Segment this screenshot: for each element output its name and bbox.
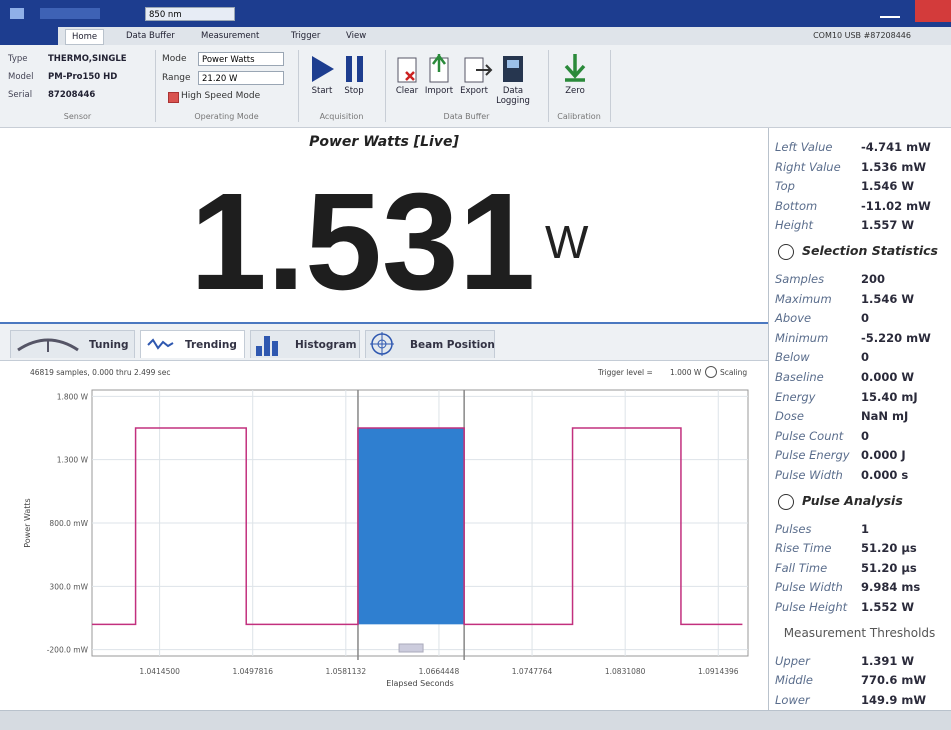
stat-value: 0 — [861, 429, 869, 443]
stat-label: Upper — [775, 654, 810, 668]
stat-label: Samples — [775, 272, 824, 286]
stat-label: Bottom — [775, 199, 817, 213]
x-axis-label: Elapsed Seconds — [386, 679, 454, 688]
header: Pulse Analysis — [802, 493, 903, 508]
trigger-value: 1.000 W — [670, 368, 701, 377]
stat-label: Maximum — [775, 292, 832, 306]
y-axis-label: Power Watts — [23, 498, 32, 547]
device-label: COM10 USB #87208446 — [813, 31, 911, 40]
stat-value: 1.557 W — [861, 218, 914, 232]
stat-label: Rise Time — [775, 541, 831, 555]
stat-label: Pulse Width — [775, 580, 843, 594]
scaling-label: Scaling — [720, 368, 747, 377]
stat-value: 1.546 W — [861, 179, 914, 193]
y-tick-label: -200.0 mW — [47, 646, 89, 655]
header: Measurement Thresholds — [768, 626, 951, 640]
stat-value: 51.20 µs — [861, 561, 917, 575]
app-window: 850 nm COM10 USB #87208446 Sensor Mode P… — [0, 0, 951, 730]
x-tick-label: 1.0831080 — [605, 667, 646, 676]
stat-label: Middle — [775, 673, 813, 687]
stat-label: Pulse Width — [775, 468, 843, 482]
y-tick-label: 800.0 mW — [49, 519, 88, 528]
header: Selection Statistics — [802, 243, 938, 258]
stat-value: 1.552 W — [861, 600, 914, 614]
stat-value: NaN mJ — [861, 409, 908, 423]
stat-value: 9.984 ms — [861, 580, 920, 594]
stat-value: 770.6 mW — [861, 673, 926, 687]
stat-label: Dose — [775, 409, 804, 423]
stat-label: Lower — [775, 693, 810, 707]
trend-chart: 1.800 W 1.300 W 800.0 mW 300.0 mW -200.0 mW 1… — [0, 380, 768, 710]
selection — [358, 428, 464, 624]
stat-value: -5.220 mW — [861, 331, 931, 345]
stat-value: 0.000 J — [861, 448, 906, 462]
stat-label: Pulse Count — [775, 429, 843, 443]
cursor-handle — [399, 644, 423, 652]
ribbon-button[interactable]: Zero — [555, 86, 595, 96]
y-tick-label: 1.300 W — [57, 456, 89, 465]
stat-label: Height — [775, 218, 813, 232]
collapse-button[interactable] — [778, 494, 794, 510]
stat-value: -11.02 mW — [861, 199, 931, 213]
x-tick-label: 1.0664448 — [419, 667, 460, 676]
scaling-toggle[interactable] — [705, 366, 717, 378]
stat-label: Above — [775, 311, 811, 325]
stat-value: 15.40 mJ — [861, 390, 918, 404]
stat-label: Right Value — [775, 160, 841, 174]
stat-label: Minimum — [775, 331, 828, 345]
stat-value: 200 — [861, 272, 885, 286]
stat-label: Top — [775, 179, 795, 193]
x-tick-label: 1.0747764 — [512, 667, 553, 676]
live-unit: W — [545, 215, 588, 269]
stat-value: 0 — [861, 311, 869, 325]
y-tick-label: 300.0 mW — [49, 582, 88, 591]
stat-label: Baseline — [775, 370, 824, 384]
stat-value: 1.546 W — [861, 292, 914, 306]
trend-info: 46819 samples, 0.000 thru 2.499 sec — [30, 368, 170, 377]
collapse-button[interactable] — [778, 244, 794, 260]
separator — [610, 50, 611, 122]
x-tick-label: 1.0914396 — [698, 667, 739, 676]
tab-icons — [0, 0, 500, 362]
stat-label: Pulse Energy — [775, 448, 850, 462]
stat-label: Below — [775, 350, 810, 364]
stat-value: 0 — [861, 350, 869, 364]
x-tick-label: 1.0581132 — [326, 667, 367, 676]
stat-value: 0.000 W — [861, 370, 914, 384]
stat-value: 1 — [861, 522, 869, 536]
x-tick-label: 1.0414500 — [139, 667, 180, 676]
stat-value: 0.000 s — [861, 468, 908, 482]
x-tick-label: 1.0497816 — [232, 667, 273, 676]
stat-value: 1.536 mW — [861, 160, 926, 174]
stat-value: 149.9 mW — [861, 693, 926, 707]
stat-label: Energy — [775, 390, 815, 404]
y-tick-label: 1.800 W — [57, 392, 89, 401]
stat-label: Pulse Height — [775, 600, 847, 614]
stat-value: 51.20 µs — [861, 541, 917, 555]
minimize-button[interactable] — [880, 6, 900, 18]
stat-value: -4.741 mW — [861, 140, 931, 154]
close-button[interactable] — [915, 0, 951, 22]
stat-label: Fall Time — [775, 561, 827, 575]
group-label: Calibration — [548, 112, 610, 121]
stat-value: 1.391 W — [861, 654, 914, 668]
stat-label: Pulses — [775, 522, 811, 536]
trigger-label: Trigger level = — [598, 368, 653, 377]
stat-label: Left Value — [775, 140, 832, 154]
status-bar — [0, 710, 951, 730]
